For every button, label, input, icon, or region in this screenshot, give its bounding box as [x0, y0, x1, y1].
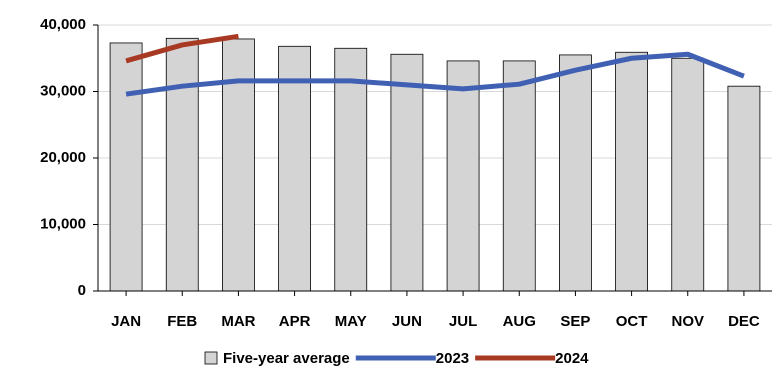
- legend-swatch: [204, 351, 218, 365]
- x-tick-label: JUL: [449, 313, 477, 330]
- bar: [334, 47, 368, 292]
- x-tick-label: DEC: [728, 313, 760, 330]
- y-tick-label: 20,000: [40, 149, 86, 166]
- x-tick-label: MAR: [221, 313, 255, 330]
- bar: [727, 85, 761, 292]
- x-tick-label: FEB: [167, 313, 197, 330]
- y-tick-label: 30,000: [40, 82, 86, 99]
- legend-label: 2023: [436, 350, 469, 367]
- legend-label: 2024: [555, 350, 589, 367]
- bar: [615, 51, 648, 292]
- x-tick-label: SEP: [560, 313, 590, 330]
- bar: [165, 37, 199, 292]
- bar: [671, 57, 705, 292]
- bar: [390, 53, 424, 292]
- line-series: [125, 51, 745, 97]
- x-tick-label: NOV: [671, 313, 704, 330]
- y-tick-label: 40,000: [40, 16, 86, 33]
- x-tick-label: JUN: [392, 313, 422, 330]
- y-tick-label: 0: [78, 282, 86, 299]
- x-tick-label: JAN: [111, 313, 141, 330]
- x-tick-label: APR: [279, 313, 311, 330]
- bar: [502, 60, 536, 292]
- bar: [222, 38, 255, 292]
- x-tick-label: OCT: [616, 313, 648, 330]
- bar: [278, 45, 311, 292]
- line-series: [125, 33, 239, 64]
- legend-label: Five-year average: [223, 350, 350, 367]
- x-tick-label: MAY: [335, 313, 367, 330]
- bar: [446, 60, 480, 292]
- bar: [559, 54, 592, 292]
- x-tick-label: AUG: [503, 313, 536, 330]
- y-tick-label: 10,000: [40, 215, 86, 232]
- bar: [109, 42, 143, 292]
